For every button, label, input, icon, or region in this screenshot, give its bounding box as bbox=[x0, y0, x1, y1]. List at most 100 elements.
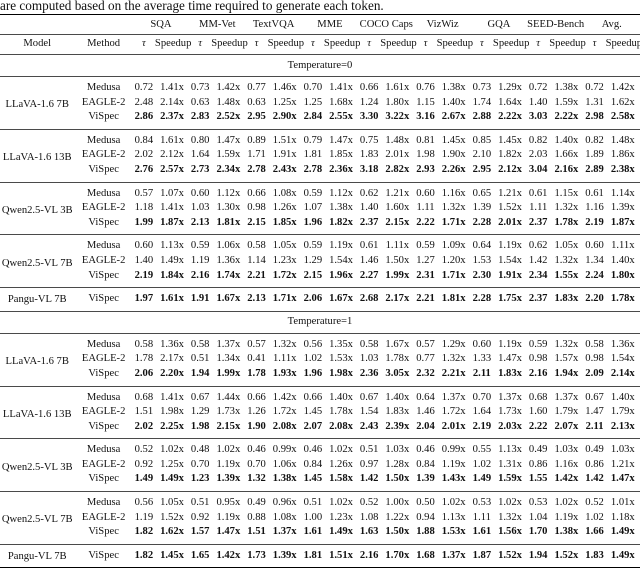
method-cell: Medusa bbox=[74, 385, 133, 406]
tau-value: 1.54 bbox=[359, 406, 379, 418]
speedup-value: 1.11x bbox=[605, 234, 640, 254]
tau-column-header: τ bbox=[132, 34, 155, 55]
tau-value: 3.18 bbox=[359, 163, 379, 175]
speedup-value: 1.01x bbox=[605, 491, 640, 511]
speedup-value: 1.38x bbox=[329, 202, 353, 214]
speedup-value: 1.45x bbox=[436, 128, 471, 149]
speedup-value: 1.13x bbox=[492, 438, 528, 458]
speedup-value: 1.37x bbox=[211, 332, 246, 353]
tau-column-header: τ bbox=[527, 34, 550, 55]
tau-value: 0.57 bbox=[414, 332, 437, 353]
tau-value: 1.64 bbox=[190, 149, 210, 161]
speedup-value: 1.03x bbox=[380, 438, 415, 458]
speedup-value: 1.09x bbox=[436, 234, 471, 254]
tau-value: 2.09 bbox=[585, 367, 604, 379]
speedup-column-header: Speedup bbox=[154, 34, 191, 55]
speedup-value: 1.35x bbox=[323, 332, 359, 353]
speedup-value: 2.01x bbox=[498, 216, 522, 228]
tau-value: 0.49 bbox=[527, 438, 550, 458]
speedup-value: 1.67x bbox=[211, 287, 246, 312]
speedup-value: 1.54x bbox=[329, 254, 353, 266]
tau-value: 0.59 bbox=[527, 332, 550, 353]
tau-value: 1.94 bbox=[527, 543, 550, 568]
method-cell: ViSpec bbox=[74, 287, 133, 312]
data-row: EAGLE-2 1.40 1.49x 1.19 1.36x 1.14 1.23x 1.29 1.… bbox=[0, 254, 640, 269]
tau-value: 0.70 bbox=[190, 458, 210, 470]
tau-value: 1.02 bbox=[472, 458, 492, 470]
tau-value: 1.98 bbox=[190, 420, 210, 432]
data-row: EAGLE-2 1.51 1.98x 1.29 1.73x 1.26 1.72x 1.45 1.… bbox=[0, 405, 640, 420]
tau-value: 2.73 bbox=[190, 163, 210, 175]
speedup-value: 1.37x bbox=[436, 385, 471, 406]
tau-value: 1.11 bbox=[529, 202, 548, 214]
tau-value: 2.31 bbox=[416, 269, 435, 281]
tau-value: 1.70 bbox=[528, 526, 548, 538]
speedup-value: 1.83x bbox=[498, 367, 522, 379]
speedup-value: 1.38x bbox=[272, 473, 297, 485]
speedup-value: 1.83x bbox=[385, 406, 410, 418]
tau-column-header: τ bbox=[245, 34, 268, 55]
tau-value: 0.98 bbox=[528, 353, 548, 365]
speedup-value: 1.62x bbox=[610, 96, 635, 108]
speedup-value: 1.62x bbox=[160, 526, 184, 538]
tau-value: 0.61 bbox=[527, 181, 550, 202]
speedup-value: 2.13x bbox=[610, 420, 635, 432]
speedup-value: 1.02x bbox=[436, 491, 471, 511]
data-row: LLaVA-1.6 7B Medusa 0.72 1.41x 0.73 1.42x 0.77… bbox=[0, 75, 640, 130]
speedup-value: 1.78x bbox=[385, 353, 410, 365]
tau-value: 0.67 bbox=[358, 385, 381, 406]
tau-value: 2.30 bbox=[472, 269, 492, 281]
speedup-value: 1.03x bbox=[549, 438, 584, 458]
speedup-value: 1.47x bbox=[610, 473, 635, 485]
tau-value: 1.90 bbox=[247, 420, 266, 432]
tau-value: 0.97 bbox=[359, 458, 379, 470]
benchmark-header-row: SQA MM-Vet TextVQA MME COCO Caps VizWiz GQA SEE… bbox=[0, 15, 640, 35]
speedup-value: 1.36x bbox=[605, 332, 640, 353]
tau-value: 2.84 bbox=[303, 111, 323, 123]
speedup-value: 1.51x bbox=[323, 543, 359, 568]
speedup-value: 0.95x bbox=[211, 491, 246, 511]
speedup-value: 1.59x bbox=[216, 149, 241, 161]
tau-value: 0.52 bbox=[583, 491, 606, 511]
tau-value: 1.02 bbox=[585, 511, 604, 523]
speedup-value: 1.32x bbox=[554, 254, 579, 266]
tau-value: 1.11 bbox=[416, 202, 435, 214]
speedup-value: 1.47x bbox=[498, 353, 522, 365]
tau-value: 2.95 bbox=[247, 111, 266, 123]
speedup-value: 2.25x bbox=[160, 420, 184, 432]
header-spacer bbox=[0, 15, 133, 35]
speedup-value: 1.64x bbox=[498, 96, 522, 108]
speedup-value: 1.19x bbox=[492, 332, 528, 353]
tau-value: 1.25 bbox=[303, 96, 323, 108]
speedup-column-header: Speedup bbox=[549, 34, 586, 55]
tau-value: 2.28 bbox=[472, 216, 492, 228]
tau-value: 0.62 bbox=[358, 181, 381, 202]
speedup-value: 1.02x bbox=[323, 491, 359, 511]
tau-value: 1.51 bbox=[134, 406, 154, 418]
method-cell: Medusa bbox=[74, 438, 133, 458]
section-label-row: Temperature=0 bbox=[0, 54, 640, 77]
speedup-value: 2.12x bbox=[160, 149, 184, 161]
tau-value: 0.73 bbox=[189, 75, 212, 96]
data-row: Qwen2.5-VL 3B Medusa 0.52 1.02x 0.48 1.02x 0.4… bbox=[0, 438, 640, 492]
model-cell: LLaVA-1.6 7B bbox=[0, 332, 75, 386]
speedup-value: 1.54x bbox=[610, 353, 635, 365]
speedup-value: 3.22x bbox=[385, 111, 410, 123]
tau-value: 2.16 bbox=[358, 543, 381, 568]
data-row: ViSpec 2.76 2.57x 2.73 2.34x 2.78 2.43x 2.78 2.3… bbox=[0, 163, 640, 182]
speedup-value: 2.36x bbox=[329, 163, 353, 175]
speedup-value: 1.50x bbox=[385, 526, 410, 538]
benchmark-header: VizWiz bbox=[426, 19, 459, 30]
speedup-value: 1.48x bbox=[216, 96, 241, 108]
tau-value: 0.59 bbox=[414, 234, 437, 254]
tau-column-header: τ bbox=[189, 34, 212, 55]
speedup-value: 1.18x bbox=[610, 511, 635, 523]
tau-value: 0.67 bbox=[189, 385, 212, 406]
tau-value: 0.58 bbox=[245, 234, 268, 254]
speedup-value: 1.16x bbox=[554, 458, 579, 470]
speedup-value: 1.08x bbox=[267, 181, 302, 202]
method-cell: ViSpec bbox=[88, 216, 119, 228]
speedup-value: 1.99x bbox=[385, 269, 410, 281]
tau-value: 2.11 bbox=[585, 420, 604, 432]
tau-value: 0.86 bbox=[528, 458, 548, 470]
